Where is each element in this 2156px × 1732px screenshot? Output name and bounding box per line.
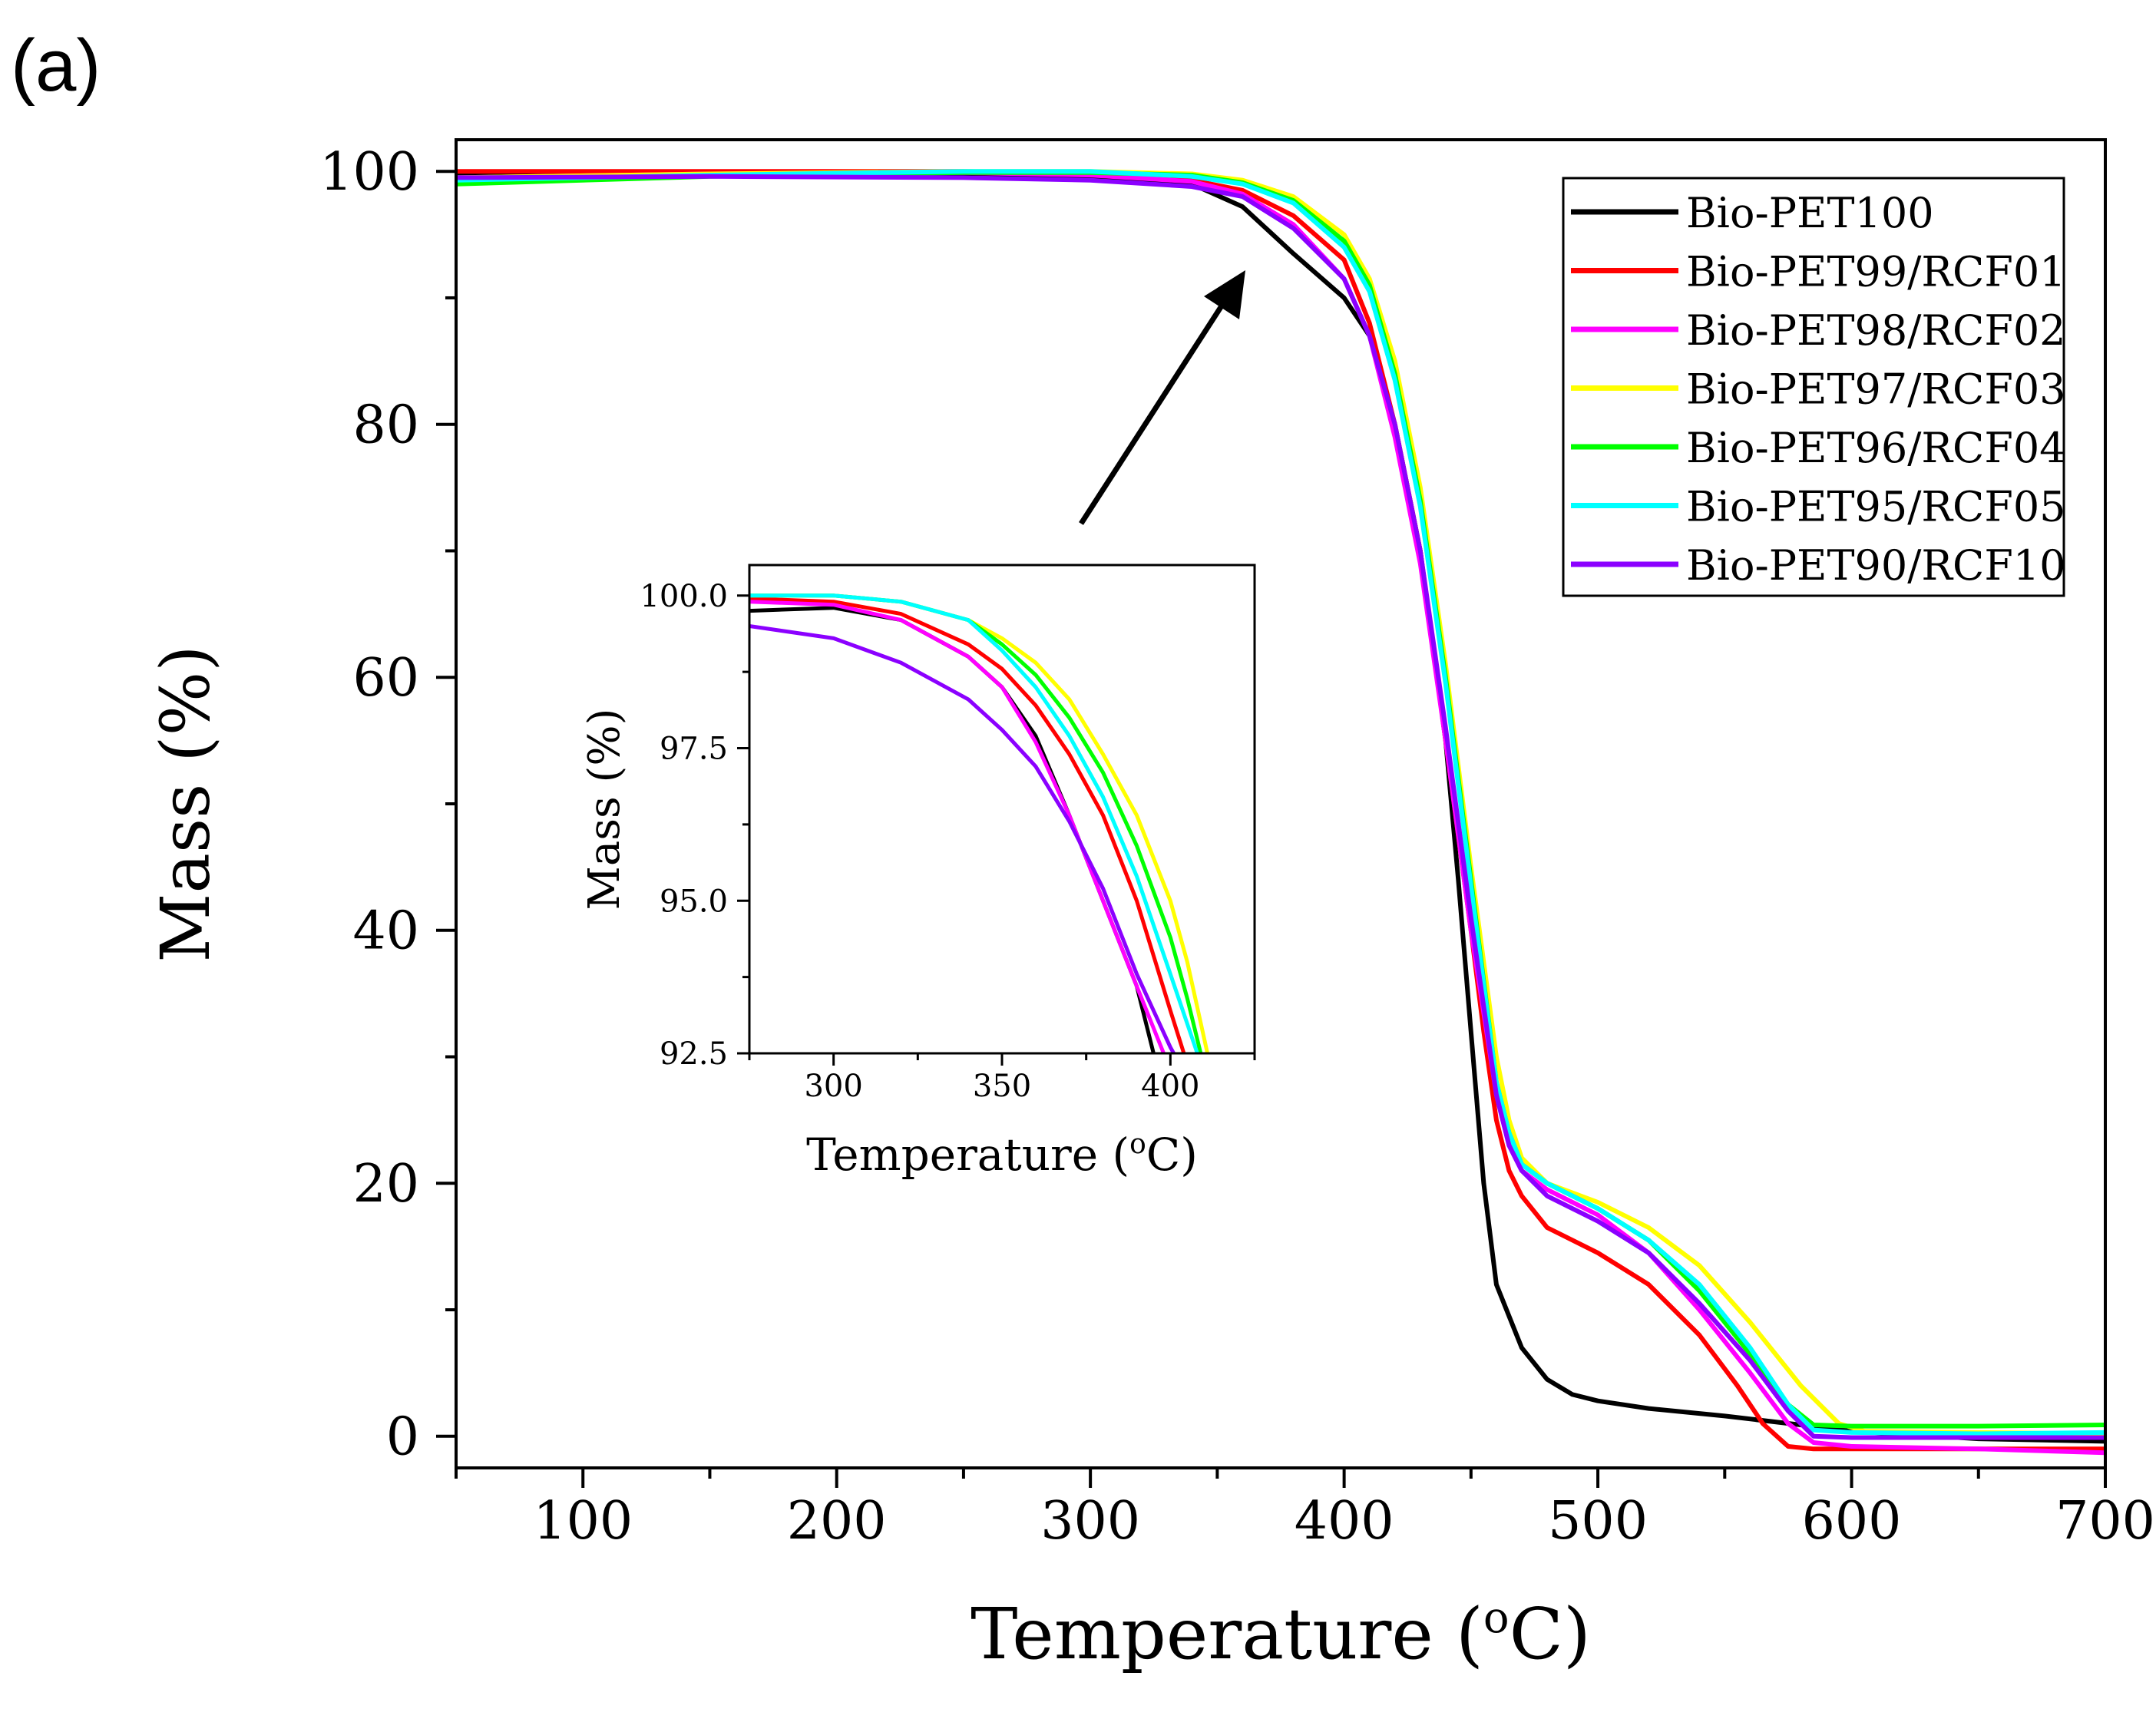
- inset-series-line-3: [749, 600, 1166, 1053]
- main-x-tick-label: 300: [1040, 1491, 1140, 1552]
- main-y-tick-label: 40: [352, 901, 419, 962]
- main-y-axis-label: Mass (%): [146, 645, 225, 962]
- inset-series-line-6: [749, 593, 1199, 1053]
- main-plot: 100 200 300 400 500 600 700 0 20 40 60 80 100 Mass (…: [146, 138, 2155, 1675]
- inset-series-line-7: [749, 624, 1176, 1053]
- legend-label-5: Bio-PET96/RCF04: [1686, 424, 2066, 472]
- main-x-axis-label-text: Temperature (: [971, 1593, 1483, 1675]
- inset-x-axis-label: Temperature (oC): [806, 1129, 1198, 1181]
- arrow-shaft: [1079, 306, 1223, 525]
- main-series-line-2: [456, 169, 2105, 1452]
- inset-y-tick-label: 95.0: [660, 884, 728, 919]
- main-x-tick-label: 500: [1548, 1491, 1648, 1552]
- inset-x-axis-label-sup: o: [1129, 1129, 1146, 1160]
- inset-y-tick-label: 97.5: [660, 732, 728, 767]
- inset-x-tick-label: 350: [973, 1069, 1031, 1104]
- inset-x-tick-label: 300: [804, 1069, 862, 1104]
- main-y-tick-label: 20: [352, 1154, 419, 1215]
- inset-axis-ticks: 300 350 400 92.5 95.0 97.5 100.0: [640, 579, 1256, 1104]
- main-x-tick-label: 700: [2055, 1491, 2155, 1552]
- main-x-tick-label: 100: [533, 1491, 633, 1552]
- main-series-line-7: [456, 174, 2105, 1440]
- legend-label-7: Bio-PET90/RCF10: [1686, 541, 2066, 590]
- main-x-tick-label: 600: [1802, 1491, 1902, 1552]
- main-y-tick-label: 0: [386, 1407, 419, 1468]
- inset-series-lines: [749, 593, 1210, 1053]
- legend-label-2: Bio-PET99/RCF01: [1686, 248, 2066, 296]
- legend-label-4: Bio-PET97/RCF03: [1686, 365, 2066, 414]
- inset-series-line-2: [749, 597, 1186, 1053]
- main-x-axis-label-sup: o: [1483, 1593, 1510, 1643]
- inset-y-tick-label: 100.0: [640, 579, 728, 614]
- main-x-tick-label: 400: [1295, 1491, 1394, 1552]
- legend-label-6: Bio-PET95/RCF05: [1686, 483, 2066, 531]
- legend-label-3: Bio-PET98/RCF02: [1686, 306, 2066, 355]
- main-series-line-6: [456, 169, 2105, 1436]
- inset-x-axis-label-unit: C): [1146, 1129, 1198, 1181]
- main-y-tick-label: 80: [352, 395, 419, 456]
- legend: Bio-PET100 Bio-PET99/RCF01 Bio-PET98/RCF02…: [1562, 177, 2066, 597]
- inset-y-axis-label: Mass (%): [580, 709, 630, 911]
- panel-label: (a): [11, 25, 101, 107]
- main-y-tick-label: 60: [352, 648, 419, 709]
- main-series-lines: [456, 169, 2105, 1456]
- main-x-axis-label: Temperature (oC): [971, 1593, 1591, 1675]
- inset-x-tick-label: 400: [1141, 1069, 1199, 1104]
- main-x-tick-label: 200: [787, 1491, 887, 1552]
- inset-x-axis-label-text: Temperature (: [806, 1129, 1129, 1181]
- inset-y-tick-label: 92.5: [660, 1036, 728, 1072]
- arrow-annotation: [1079, 270, 1245, 525]
- main-x-axis-label-unit: C): [1510, 1593, 1591, 1675]
- main-y-tick-label: 100: [319, 142, 419, 203]
- main-axis-ticks: 100 200 300 400 500 600 700 0 20 40 60 80 100: [319, 142, 2155, 1552]
- arrow-head: [1204, 270, 1245, 319]
- inset-plot: 300 350 400 92.5 95.0 97.5 100.0 Mass (%) Temp…: [580, 564, 1256, 1181]
- legend-label-1: Bio-PET100: [1686, 189, 1934, 237]
